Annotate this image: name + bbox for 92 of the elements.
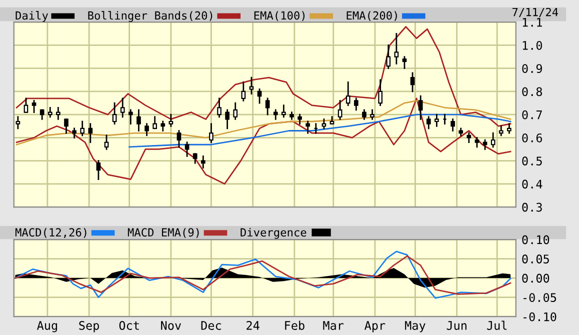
x-tick-label: Oct [119, 321, 139, 330]
candlestick [32, 100, 36, 113]
candlestick [434, 114, 439, 127]
candlestick [136, 109, 141, 132]
legend-label: EMA(200) [346, 11, 397, 21]
y-tick-label: 0.05 [522, 254, 549, 264]
candlestick [450, 118, 455, 132]
legend-label: MACD(12,26) [15, 228, 86, 238]
candlestick [394, 32, 399, 64]
candlestick [40, 109, 44, 120]
x-tick-label: 24 [246, 321, 260, 330]
x-tick-label: Dec [201, 321, 221, 330]
y-tick-label: 0.00 [522, 274, 550, 283]
candlestick [378, 79, 382, 106]
legend-label: EMA(100) [254, 11, 305, 21]
y-tick-label: 0.8 [522, 87, 542, 96]
legend-label: Bollinger Bands(20) [88, 11, 212, 22]
text: 7/11/24 [512, 8, 558, 18]
candlestick [265, 98, 270, 116]
candlestick [176, 130, 182, 148]
candlestick [241, 82, 246, 102]
legend-label: Daily [16, 11, 48, 22]
x-tick-label: Feb [285, 320, 304, 330]
line-series [16, 98, 512, 185]
candlestick [64, 118, 68, 134]
candlestick [426, 116, 431, 130]
candlestick [209, 123, 214, 144]
y-tick-label: 0.10 [522, 235, 550, 244]
line-series [16, 100, 512, 146]
y-tick-label: 0.3 [522, 202, 542, 212]
candlestick [80, 120, 85, 136]
candlestick [474, 136, 480, 148]
candlestick [72, 128, 76, 138]
candlestick [184, 142, 190, 157]
candlestick [104, 134, 109, 150]
y-tick-label: 0.9 [522, 64, 542, 74]
candlestick [16, 116, 20, 130]
candlestick [217, 98, 222, 118]
candlestick [88, 123, 93, 144]
y-tick-label: 0.4 [522, 180, 542, 189]
candlestick [507, 123, 512, 134]
candlestick [144, 123, 149, 136]
candlestick [152, 116, 157, 130]
candlestick [490, 132, 496, 148]
candlestick [346, 82, 350, 106]
y-tick-label: -0.05 [524, 293, 556, 302]
candlestick [48, 106, 52, 118]
candlestick [418, 95, 423, 120]
candlestick [410, 72, 415, 92]
candlestick [498, 125, 504, 136]
legend-label: Divergence [240, 228, 306, 239]
y-tick-label: 0.5 [522, 156, 542, 166]
candlestick [402, 56, 407, 70]
candlestick [128, 109, 133, 125]
candlestick [306, 120, 310, 134]
line-series [16, 26, 512, 127]
candlestick [370, 109, 374, 120]
x-tick-label: Mar [323, 321, 344, 330]
candlestick [96, 160, 101, 180]
y-tick-label: 0.7 [522, 110, 542, 120]
x-tick-label: Jul [487, 320, 507, 330]
candlestick [24, 98, 28, 113]
candlestick [200, 155, 206, 168]
x-tick-label: May [405, 321, 426, 332]
candlestick [56, 106, 60, 120]
candlestick [120, 98, 125, 118]
candlestick [257, 88, 262, 104]
candlestick [362, 109, 366, 120]
y-tick-label: 1.1 [522, 18, 542, 27]
candlestick [112, 102, 117, 125]
candlestick [282, 104, 286, 118]
candlestick [466, 132, 472, 144]
candlestick [233, 102, 238, 120]
y-tick-label: 0.6 [522, 133, 542, 142]
candlestick [298, 114, 302, 125]
candlestick [225, 109, 230, 130]
candlestick [160, 120, 166, 132]
candlestick [168, 114, 174, 127]
x-tick-label: Apr [364, 321, 386, 332]
x-tick-label: Sep [79, 321, 100, 332]
x-tick-label: Aug [37, 321, 58, 332]
candlestick [338, 100, 342, 120]
candlestick [354, 98, 358, 111]
candlestick [273, 109, 278, 120]
y-tick-label: -0.10 [524, 312, 556, 322]
x-tick-label: Jun [446, 321, 466, 330]
candlestick [192, 153, 198, 164]
candlestick [386, 44, 391, 70]
line-series [128, 114, 512, 148]
legend-label: MACD EMA(9) [128, 228, 199, 238]
x-tick-label: Nov [161, 321, 182, 330]
y-tick-label: 1.0 [522, 40, 542, 50]
